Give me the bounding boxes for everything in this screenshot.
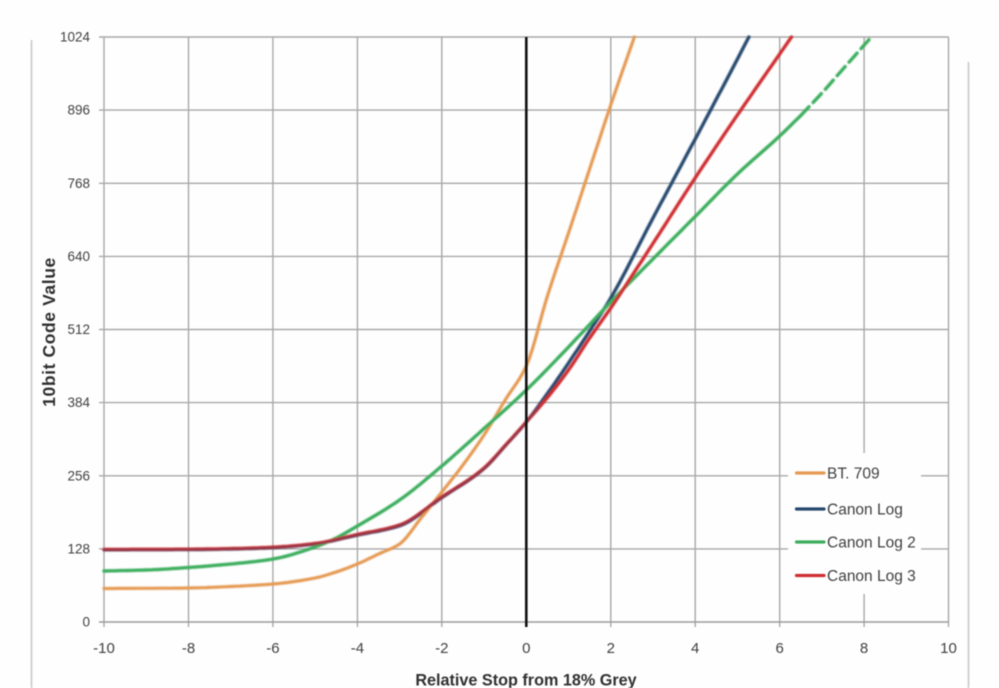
svg-text:384: 384 [67,395,90,410]
svg-text:4: 4 [691,640,699,657]
svg-text:Canon Log 2: Canon Log 2 [827,535,916,552]
svg-text:-2: -2 [435,640,448,657]
svg-text:512: 512 [67,322,90,337]
svg-text:Canon Log: Canon Log [827,502,903,519]
svg-text:2: 2 [607,640,615,657]
svg-text:10: 10 [940,640,957,657]
svg-text:6: 6 [776,640,784,657]
svg-text:10bit Code Value: 10bit Code Value [39,257,59,407]
svg-text:Relative Stop from 18% Grey: Relative Stop from 18% Grey [415,672,636,688]
svg-text:256: 256 [67,468,90,483]
svg-text:128: 128 [67,541,90,556]
svg-text:8: 8 [860,640,868,657]
svg-text:Canon Log 3: Canon Log 3 [827,568,916,585]
svg-text:-4: -4 [351,640,364,657]
svg-text:-10: -10 [93,640,115,657]
svg-text:0: 0 [82,615,90,630]
svg-text:768: 768 [67,176,90,191]
svg-text:-6: -6 [266,640,279,657]
svg-text:-8: -8 [182,640,195,657]
svg-text:640: 640 [67,249,90,264]
svg-text:1024: 1024 [60,30,91,45]
svg-text:0: 0 [522,640,530,657]
svg-text:BT. 709: BT. 709 [827,466,880,483]
svg-text:896: 896 [67,103,90,118]
